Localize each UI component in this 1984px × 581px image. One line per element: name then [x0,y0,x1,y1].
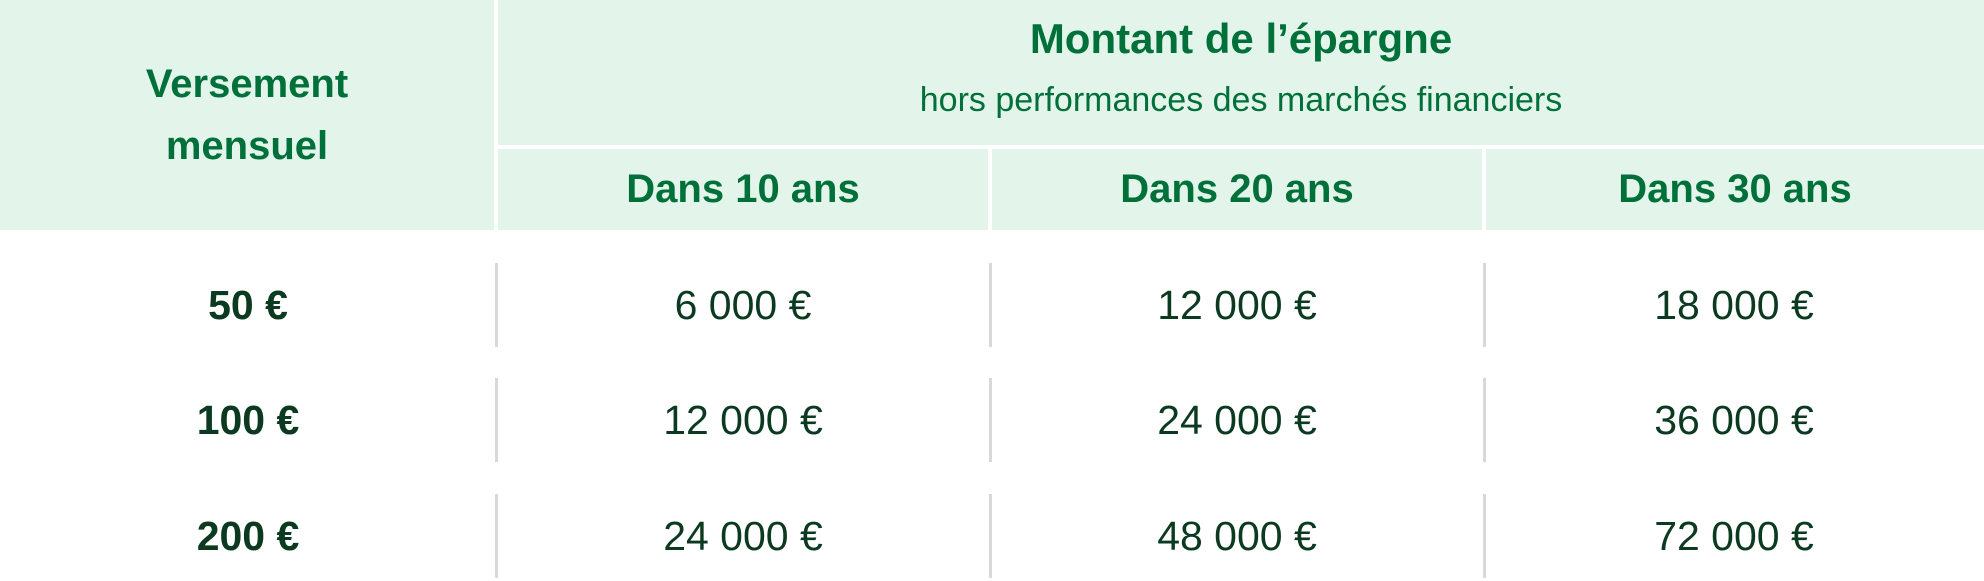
column-divider [495,378,498,462]
table-row: 50 € 6 000 € 12 000 € 18 000 € [0,263,1984,347]
header-versement-mensuel: Versement mensuel [0,0,494,230]
table-cell: 72 000 € [1654,512,1814,559]
header-montant-epargne: Montant de l’épargne hors performances d… [498,0,1984,145]
column-divider [495,263,498,347]
table-cell: 12 000 € [663,396,823,443]
row-label: 50 € [208,281,288,328]
header-versement-label: Versement mensuel [145,62,349,168]
column-header-20-ans: Dans 20 ans [992,149,1482,230]
column-divider [495,494,498,578]
table-cell: 6 000 € [674,281,812,328]
column-divider [989,378,992,462]
header-montant-title: Montant de l’épargne [1029,15,1453,62]
column-divider [989,263,992,347]
column-divider [1483,378,1486,462]
table-row: 100 € 12 000 € 24 000 € 36 000 € [0,378,1984,462]
table-cell: 24 000 € [663,512,823,559]
column-header-10-ans: Dans 10 ans [498,149,988,230]
table-cell: 48 000 € [1157,512,1317,559]
column-divider [1483,494,1486,578]
table-cell: 24 000 € [1157,396,1317,443]
column-divider [1483,263,1486,347]
table-cell: 18 000 € [1654,281,1814,328]
row-label: 100 € [196,396,300,443]
table-cell: 36 000 € [1654,396,1814,443]
header-montant-subtitle: hors performances des marchés financiers [919,81,1563,119]
column-divider [989,494,992,578]
row-label: 200 € [196,512,300,559]
column-header-30-ans: Dans 30 ans [1486,149,1984,230]
table-row: 200 € 24 000 € 48 000 € 72 000 € [0,494,1984,578]
table-cell: 12 000 € [1157,281,1317,328]
